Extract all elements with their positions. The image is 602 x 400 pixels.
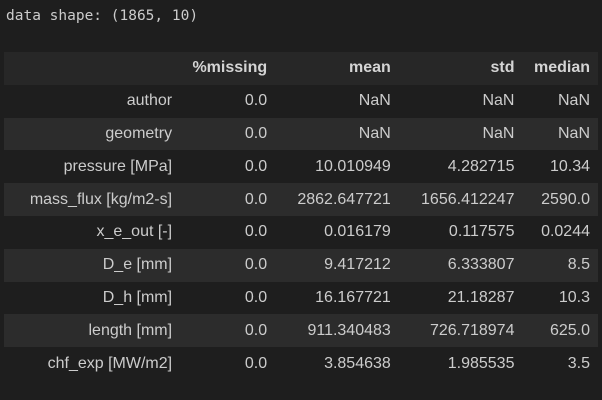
column-header-missing: %missing [180,52,276,85]
table-row: length [mm] 0.0 911.340483 726.718974 62… [4,314,598,348]
column-header-mean: mean [275,52,399,85]
cell-missing: 0.0 [180,248,276,282]
cell-mean: 16.167721 [275,281,399,315]
cell-std: 726.718974 [398,314,523,348]
cell-std: NaN [398,117,523,151]
cell-missing: 0.0 [180,150,276,184]
cell-median: 10.34 [522,150,598,184]
cell-missing: 0.0 [180,281,276,315]
table-row: mass_flux [kg/m2-s] 0.0 2862.647721 1656… [4,183,598,216]
index-header [4,52,181,85]
cell-median: 3.5 [522,347,598,380]
cell-mean: 2862.647721 [275,183,399,216]
row-index-label: D_e [mm] [4,248,181,282]
table-header-row: %missing mean std median [4,52,598,85]
cell-median: NaN [522,84,598,118]
cell-missing: 0.0 [180,314,276,348]
cell-median: 0.0244 [522,215,598,249]
cell-std: 1.985535 [398,347,523,380]
cell-std: 21.18287 [398,281,523,315]
cell-mean: 0.016179 [275,215,399,249]
row-index-label: pressure [MPa] [4,150,181,184]
cell-median: 625.0 [522,314,598,348]
row-index-label: author [4,84,181,118]
cell-std: 6.333807 [398,248,523,282]
cell-median: 10.3 [522,281,598,315]
cell-missing: 0.0 [180,84,276,118]
cell-missing: 0.0 [180,117,276,151]
cell-std: NaN [398,84,523,118]
cell-std: 4.282715 [398,150,523,184]
table-row: author 0.0 NaN NaN NaN [4,84,598,118]
dataframe-table: %missing mean std median author 0.0 NaN … [4,52,598,380]
cell-mean: NaN [275,117,399,151]
table-row: chf_exp [MW/m2] 0.0 3.854638 1.985535 3.… [4,347,598,380]
row-index-label: D_h [mm] [4,281,181,315]
table-row: x_e_out [-] 0.0 0.016179 0.117575 0.0244 [4,215,598,249]
cell-mean: NaN [275,84,399,118]
cell-median: NaN [522,117,598,151]
cell-std: 0.117575 [398,215,523,249]
row-index-label: length [mm] [4,314,181,348]
row-index-label: chf_exp [MW/m2] [4,347,181,380]
cell-mean: 10.010949 [275,150,399,184]
cell-missing: 0.0 [180,183,276,216]
table-row: geometry 0.0 NaN NaN NaN [4,117,598,151]
cell-median: 8.5 [522,248,598,282]
column-header-median: median [522,52,598,85]
cell-median: 2590.0 [522,183,598,216]
row-index-label: x_e_out [-] [4,215,181,249]
cell-missing: 0.0 [180,215,276,249]
table-row: D_e [mm] 0.0 9.417212 6.333807 8.5 [4,248,598,282]
data-shape-text: data shape: (1865, 10) [6,8,199,24]
cell-missing: 0.0 [180,347,276,380]
table-row: D_h [mm] 0.0 16.167721 21.18287 10.3 [4,281,598,315]
table-row: pressure [MPa] 0.0 10.010949 4.282715 10… [4,150,598,184]
cell-mean: 911.340483 [275,314,399,348]
row-index-label: mass_flux [kg/m2-s] [4,183,181,216]
cell-mean: 3.854638 [275,347,399,380]
cell-std: 1656.412247 [398,183,523,216]
row-index-label: geometry [4,117,181,151]
cell-mean: 9.417212 [275,248,399,282]
column-header-std: std [398,52,523,85]
